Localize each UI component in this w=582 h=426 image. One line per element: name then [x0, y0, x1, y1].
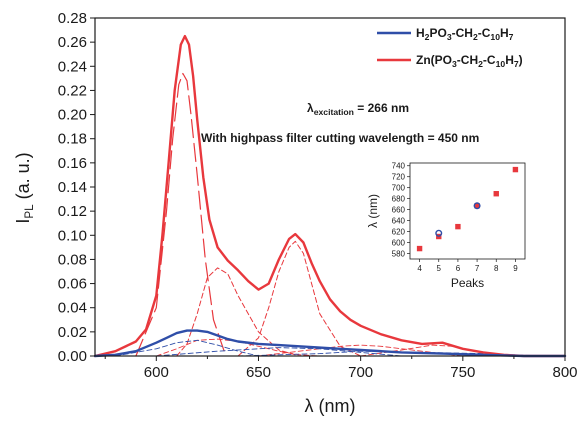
x-tick-label: 600	[144, 364, 169, 381]
inset-point-circle	[473, 202, 481, 210]
y-tick-label: 0.28	[58, 10, 87, 27]
inset-chart: 4 5 6 7 8 9 580 600 620 640 660 680 700 720 740 Peaks λ …	[366, 162, 526, 290]
y-tick-label: 0.06	[58, 276, 87, 293]
y-tick-label: 0.20	[58, 107, 87, 124]
y-tick-label: 0.10	[58, 227, 87, 244]
series-line-1	[93, 329, 567, 358]
x-axis: 600 650 700 750 800	[104, 356, 578, 381]
legend-label: H2PO3-CH2-C10H7	[416, 26, 514, 42]
legend-label-part: Zn(PO	[416, 53, 452, 67]
fit-component-line-3	[176, 267, 300, 357]
x-tick-label: 750	[450, 364, 475, 381]
x-tick-label: 700	[348, 364, 373, 381]
legend-label-part: 10	[496, 59, 506, 69]
legend-label-part: H	[500, 26, 509, 40]
y-tick-label: 0.08	[58, 251, 87, 268]
inset-x-tick-label: 6	[456, 264, 461, 273]
fit-component-line-6	[258, 344, 464, 357]
inset-y-axis-title: λ (nm)	[366, 194, 380, 228]
annotation-filter-part: With highpass filter cutting wavelength …	[201, 131, 479, 145]
inset-point-circle	[435, 229, 443, 237]
fit-component-line-9	[155, 347, 402, 357]
inset-point-square	[493, 191, 499, 197]
legend-label-part: 3	[447, 32, 452, 42]
y-tick-label: 0.24	[58, 58, 87, 75]
inset-y-tick-label: 620	[392, 228, 406, 237]
x-tick-label: 650	[246, 364, 271, 381]
inset-x-tick-label: 5	[437, 264, 442, 273]
legend-label-part: 3	[452, 59, 457, 69]
y-tick-label: 0.22	[58, 82, 87, 99]
legend-label-part: 10	[490, 32, 500, 42]
inset-x-tick-label: 9	[513, 264, 518, 273]
inset-point-square	[455, 223, 461, 230]
y-tick-label: 0.18	[58, 131, 87, 148]
legend-label-part: H	[505, 53, 514, 67]
legend-label-part: 7	[509, 32, 514, 42]
inset-frame	[409, 162, 526, 260]
series-group	[93, 34, 567, 358]
legend-label: Zn(PO3-CH2-C10H7)	[416, 53, 523, 69]
y-axis: 0.00 0.02 0.04 0.06 0.08 0.10 0.12 0.14 0.16 0.18…	[58, 10, 95, 365]
legend-label-part: PO	[429, 26, 446, 40]
inset-point-square	[512, 166, 519, 173]
inset-y-tick-label: 680	[392, 195, 406, 204]
y-tick-label: 0.00	[58, 348, 87, 365]
inset-y-tick-label: 660	[392, 206, 406, 215]
inset-point-square	[474, 203, 480, 209]
legend-label-part: -CH	[452, 26, 473, 40]
inset-y-tick-label: 640	[392, 217, 406, 226]
legend-label-part: -CH	[457, 53, 478, 67]
inset-y-tick-label: 720	[392, 173, 406, 182]
fit-component-line-4	[237, 240, 362, 357]
inset-y-tick-label: 580	[392, 250, 406, 259]
legend-label-part: 2	[473, 32, 478, 42]
fit-component-line-2	[135, 72, 227, 357]
annotation-excitation-part: excitation	[314, 107, 354, 117]
inset-point-square	[416, 245, 423, 252]
legend-label-part: -C	[483, 53, 496, 67]
y-axis-title-sub: PL	[23, 204, 36, 219]
legend-label-part: )	[519, 53, 523, 67]
legend-label-part: 2	[425, 32, 430, 42]
inset-x-tick-label: 7	[475, 264, 480, 273]
y-tick-label: 0.02	[58, 324, 87, 341]
annotation-excitation-part: = 266 nm	[354, 101, 409, 115]
y-tick-label: 0.16	[58, 155, 87, 172]
y-axis-title-unit: (a. u.)	[13, 152, 33, 204]
legend-label-part: -C	[478, 26, 491, 40]
legend-label-part: 7	[514, 59, 519, 69]
legend-label-part: 2	[478, 59, 483, 69]
legend-label-part: H	[416, 26, 425, 40]
y-tick-label: 0.14	[58, 179, 87, 196]
inset-y-tick-label: 600	[392, 239, 406, 248]
x-tick-label: 800	[552, 364, 577, 381]
y-tick-label: 0.04	[58, 300, 87, 317]
inset-y-tick-label: 740	[392, 162, 406, 171]
y-tick-label: 0.26	[58, 34, 87, 51]
fit-component-line-8	[114, 339, 259, 357]
inset-x-tick-label: 8	[494, 264, 499, 273]
inset-x-axis-title: Peaks	[451, 276, 484, 290]
y-tick-label: 0.12	[58, 203, 87, 220]
annotation-filter: With highpass filter cutting wavelength …	[201, 131, 479, 145]
x-axis-title: λ (nm)	[305, 396, 356, 416]
annotation-excitation: λexcitation = 266 nm	[307, 101, 409, 117]
y-axis-title: IPL (a. u.)	[13, 152, 36, 223]
annotation-excitation-part: λ	[307, 101, 314, 115]
inset-x-tick-label: 4	[417, 264, 422, 273]
inset-y-tick-label: 700	[392, 184, 406, 193]
series-line-0	[93, 34, 567, 358]
y-axis-title-main: I	[13, 219, 33, 224]
